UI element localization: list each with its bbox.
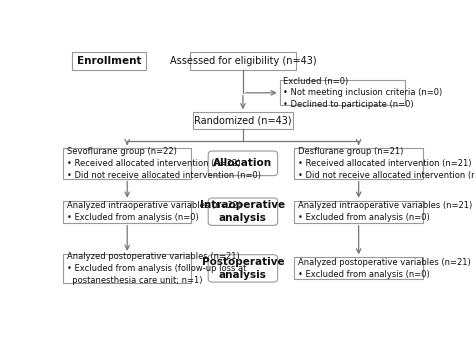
FancyBboxPatch shape [72,52,146,70]
FancyBboxPatch shape [208,255,278,282]
FancyBboxPatch shape [294,148,423,178]
FancyBboxPatch shape [294,201,423,223]
Text: Sevoflurane group (n=22)
• Received allocated intervention (n=22)
• Did not rece: Sevoflurane group (n=22) • Received allo… [66,147,261,180]
FancyBboxPatch shape [294,257,423,279]
FancyBboxPatch shape [190,52,296,70]
Text: Analyzed postoperative variables (n=21)
• Excluded from analysis (n=0): Analyzed postoperative variables (n=21) … [298,258,471,279]
Text: Analyzed postoperative variables (n=21)
• Excluded from analysis (follow-up loss: Analyzed postoperative variables (n=21) … [66,252,246,285]
Text: Analyzed intraoperative variables (n=21)
• Excluded from analysis (n=0): Analyzed intraoperative variables (n=21)… [298,201,472,222]
Text: Assessed for eligibility (n=43): Assessed for eligibility (n=43) [170,56,316,66]
FancyBboxPatch shape [208,198,278,225]
Text: Randomized (n=43): Randomized (n=43) [194,116,292,126]
Text: Excluded (n=0)
• Not meeting inclusion criteria (n=0)
• Declined to participate : Excluded (n=0) • Not meeting inclusion c… [283,76,443,109]
Text: Enrollment: Enrollment [77,56,141,66]
Text: Intraoperative
analysis: Intraoperative analysis [201,200,285,223]
FancyBboxPatch shape [63,254,191,283]
FancyBboxPatch shape [63,148,191,178]
FancyBboxPatch shape [280,80,405,105]
Text: Postoperative
analysis: Postoperative analysis [201,257,284,280]
Text: Analyzed intraoperative variables (n=22)
• Excluded from analysis (n=0): Analyzed intraoperative variables (n=22)… [66,201,241,222]
FancyBboxPatch shape [63,201,191,223]
Text: Desflurane group (n=21)
• Received allocated intervention (n=21)
• Did not recei: Desflurane group (n=21) • Received alloc… [298,147,474,180]
Text: Allocation: Allocation [213,158,273,168]
FancyBboxPatch shape [193,112,292,129]
FancyBboxPatch shape [208,151,278,176]
